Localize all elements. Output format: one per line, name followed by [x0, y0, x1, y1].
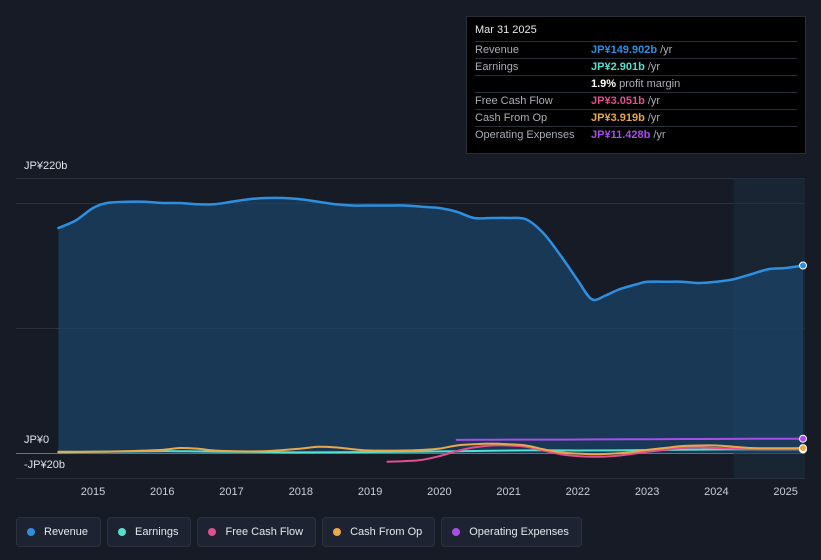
y-label-zero: JP¥0: [24, 434, 50, 446]
operating-expenses-end-dot: [799, 434, 807, 443]
revenue-area: [58, 197, 804, 453]
revenue-line: [57, 196, 805, 302]
legend-operating-expenses-button[interactable]: Operating Expenses: [441, 517, 582, 547]
legend-earnings-button[interactable]: Earnings: [107, 517, 192, 547]
tooltip-row: Earnings JP¥2.901b/yr: [475, 58, 797, 75]
tooltip-row-label: Free Cash Flow: [475, 95, 553, 107]
tooltip-row-unit: profit margin: [619, 78, 681, 90]
x-tick-2019: 2019: [357, 486, 383, 498]
tooltip-row: Free Cash Flow JP¥3.051b/yr: [475, 92, 797, 109]
earnings-line: [57, 448, 804, 454]
x-tick-2017: 2017: [219, 486, 244, 498]
legend-dot-icon: [27, 528, 35, 536]
data-tooltip: Mar 31 2025 Revenue JP¥149.902b/yr Earning…: [466, 16, 806, 154]
x-tick-2023: 2023: [634, 486, 660, 498]
tooltip-rows: Revenue JP¥149.902b/yr Earnings JP¥2.901b/y…: [475, 41, 797, 143]
x-tick-2015: 2015: [80, 486, 106, 498]
chart-legend: Revenue Earnings Free Cash Flow Cash From O…: [16, 517, 582, 547]
end-dot-layer: [799, 261, 807, 454]
legend-label: Earnings: [135, 526, 179, 538]
x-tick-2021: 2021: [496, 486, 521, 498]
tooltip-row: Cash From Op JP¥3.919b/yr: [475, 109, 797, 126]
tooltip-date: Mar 31 2025: [475, 24, 537, 36]
x-tick-2018: 2018: [288, 486, 314, 498]
tooltip-row-unit: /yr: [647, 61, 661, 73]
y-label-top: JP¥220b: [24, 160, 68, 172]
cash-from-op-line: [57, 442, 804, 456]
tooltip-row-value: JP¥149.902b: [591, 44, 658, 56]
line-layer: [57, 196, 805, 463]
legend-revenue-button[interactable]: Revenue: [16, 517, 102, 547]
tooltip-row-value: JP¥2.901b: [591, 61, 645, 73]
legend-label: Cash From Op: [350, 526, 423, 538]
area-layer: [58, 197, 804, 453]
legend-label: Operating Expenses: [469, 526, 569, 538]
y-label-bottom: -JP¥20b: [24, 459, 65, 471]
x-tick-2016: 2016: [150, 486, 175, 498]
tooltip-row-unit: /yr: [647, 95, 661, 107]
legend-free-cash-flow-button[interactable]: Free Cash Flow: [197, 517, 317, 547]
free-cash-flow-line: [386, 444, 804, 463]
operating-expenses-line: [455, 437, 804, 441]
tooltip-row: Revenue JP¥149.902b/yr: [475, 41, 797, 58]
tooltip-row-value: 1.9%: [591, 78, 617, 90]
tooltip-row-value: JP¥3.919b: [591, 112, 645, 124]
legend-label: Free Cash Flow: [225, 526, 304, 538]
tooltip-row-value: JP¥11.428b: [591, 129, 651, 141]
tooltip-row-unit: /yr: [653, 129, 666, 141]
legend-dot-icon: [118, 528, 127, 536]
cash-from-op-end-dot: [799, 444, 807, 453]
tooltip-row-unit: /yr: [660, 44, 673, 56]
tooltip-row-label: Operating Expenses: [475, 129, 575, 141]
revenue-end-dot: [799, 261, 807, 270]
tooltip-row-label: Revenue: [475, 44, 520, 56]
x-tick-2022: 2022: [565, 486, 591, 498]
tooltip-row: 1.9% profit margin: [475, 75, 797, 92]
tooltip-row-unit: /yr: [647, 112, 661, 124]
tooltip-row-label: Cash From Op: [475, 112, 548, 124]
x-tick-2024: 2024: [704, 486, 729, 498]
legend-dot-icon: [452, 528, 461, 536]
legend-cash-from-op-button[interactable]: Cash From Op: [322, 517, 436, 547]
x-tick-2025: 2025: [773, 486, 798, 498]
tooltip-row-value: JP¥3.051b: [591, 95, 645, 107]
tooltip-row: Operating Expenses JP¥11.428b/yr: [475, 126, 797, 143]
tooltip-row-label: Earnings: [475, 61, 519, 73]
legend-dot-icon: [333, 528, 342, 536]
legend-label: Revenue: [44, 526, 89, 538]
x-tick-2020: 2020: [427, 486, 452, 498]
legend-dot-icon: [208, 528, 217, 536]
